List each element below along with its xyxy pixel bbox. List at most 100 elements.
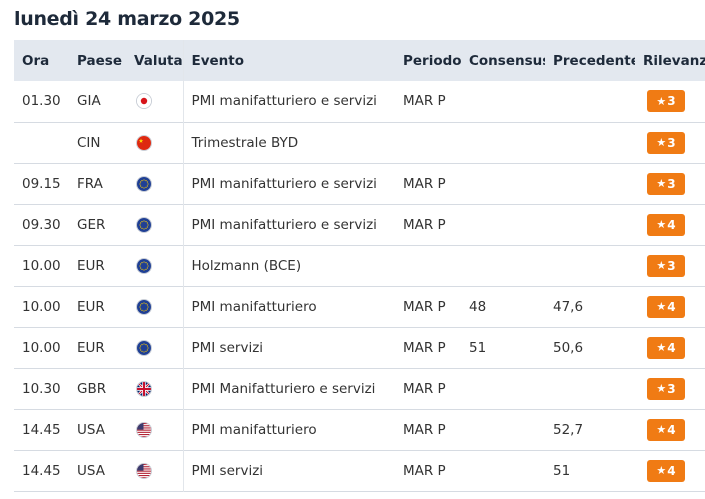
header-valuta[interactable]: Valuta <box>126 40 184 81</box>
relevance-badge[interactable]: ★ 4 <box>647 213 685 236</box>
cell-valuta <box>126 327 184 368</box>
relevance-badge[interactable]: ★ 3 <box>647 131 685 154</box>
cell-evento: PMI manifatturiero <box>191 298 317 315</box>
cell-valuta <box>126 122 184 163</box>
cell-valuta <box>126 163 184 204</box>
star-icon: ★ <box>656 423 667 436</box>
cell-paese: GBR <box>77 380 107 397</box>
cell-paese: CIN <box>77 134 101 151</box>
cell-rilevanza: ★ 4 <box>635 409 705 450</box>
cell-periodo: MAR P <box>403 216 446 233</box>
cell-precedente <box>545 245 635 286</box>
cell-paese: EUR <box>77 298 105 315</box>
table-row[interactable]: 01.30 GIA PMI manifatturiero e servizi MAR … <box>14 81 705 122</box>
relevance-value: 4 <box>667 463 676 478</box>
star-icon: ★ <box>656 259 667 272</box>
cell-precedente: 50,6 <box>553 339 584 356</box>
cell-rilevanza: ★ 4 <box>635 327 705 368</box>
cell-evento: Holzmann (BCE) <box>191 257 302 274</box>
relevance-badge[interactable]: ★ 4 <box>647 459 685 482</box>
cell-rilevanza: ★ 3 <box>635 163 705 204</box>
cell-rilevanza: ★ 3 <box>635 81 705 122</box>
cell-periodo: MAR P <box>403 380 446 397</box>
cell-periodo <box>395 122 461 163</box>
relevance-value: 3 <box>667 176 676 191</box>
header-precedente[interactable]: Precedente <box>553 52 635 69</box>
cell-rilevanza: ★ 3 <box>635 245 705 286</box>
cell-evento: PMI manifatturiero e servizi <box>191 175 377 192</box>
relevance-badge[interactable]: ★ 3 <box>647 377 685 400</box>
table-row[interactable]: CIN Trimestrale BYD ★ 3 <box>14 122 705 163</box>
eu-flag-icon <box>137 258 151 273</box>
cell-consensus <box>461 245 545 286</box>
relevance-value: 3 <box>667 94 676 109</box>
star-icon: ★ <box>656 300 667 313</box>
cell-precedente <box>545 122 635 163</box>
cell-consensus: 48 <box>469 298 487 315</box>
table-row[interactable]: 10.30 GBR PMI Manifatturiero e servizi MAR … <box>14 368 705 409</box>
cell-ora: 01.30 <box>22 93 61 110</box>
cell-paese: EUR <box>77 257 105 274</box>
japan-flag-icon <box>137 94 151 109</box>
cell-evento: PMI manifatturiero e servizi <box>191 93 377 110</box>
cell-consensus <box>461 450 545 491</box>
cell-paese: GER <box>77 216 106 233</box>
cell-paese: USA <box>77 462 105 479</box>
cell-precedente: 47,6 <box>553 298 584 315</box>
cell-ora: 10.00 <box>22 257 61 274</box>
table-row[interactable]: 14.45 USA PMI servizi MAR P 51 ★ 4 <box>14 450 705 491</box>
header-evento[interactable]: Evento <box>191 52 245 69</box>
relevance-value: 3 <box>667 381 676 396</box>
cell-periodo: MAR P <box>403 421 446 438</box>
cell-rilevanza: ★ 4 <box>635 286 705 327</box>
table-row[interactable]: 14.45 USA PMI manifatturiero MAR P 52,7 ★ 4 <box>14 409 705 450</box>
header-consensus[interactable]: Consensus <box>469 52 545 69</box>
header-rilevanza[interactable]: Rilevanza <box>643 52 705 69</box>
header-paese[interactable]: Paese <box>77 52 122 69</box>
cell-consensus <box>461 163 545 204</box>
cell-consensus <box>461 122 545 163</box>
cell-precedente: 51 <box>553 462 571 479</box>
cell-ora: 14.45 <box>22 421 61 438</box>
cell-consensus <box>461 81 545 122</box>
cell-valuta <box>126 368 184 409</box>
table-row[interactable]: 09.30 GER PMI manifatturiero e servizi MAR … <box>14 204 705 245</box>
cell-paese: GIA <box>77 93 101 110</box>
table-row[interactable]: 10.00 EUR Holzmann (BCE) ★ 3 <box>14 245 705 286</box>
relevance-badge[interactable]: ★ 3 <box>647 90 685 113</box>
cell-evento: PMI manifatturiero e servizi <box>191 216 377 233</box>
table-row[interactable]: 09.15 FRA PMI manifatturiero e servizi MAR … <box>14 163 705 204</box>
cell-paese: FRA <box>77 175 103 192</box>
cell-consensus <box>461 409 545 450</box>
relevance-badge[interactable]: ★ 3 <box>647 172 685 195</box>
cell-evento: PMI servizi <box>191 462 264 479</box>
cell-ora: 09.30 <box>22 216 61 233</box>
relevance-value: 4 <box>667 340 676 355</box>
relevance-badge[interactable]: ★ 3 <box>647 254 685 277</box>
cell-periodo: MAR P <box>403 298 446 315</box>
cell-ora: 10.00 <box>22 298 61 315</box>
cell-valuta <box>126 81 184 122</box>
date-title: lunedì 24 marzo 2025 <box>14 8 240 30</box>
china-flag-icon <box>137 135 151 150</box>
header-periodo[interactable]: Periodo <box>403 52 461 69</box>
cell-ora <box>14 122 69 163</box>
cell-precedente: 52,7 <box>553 421 584 438</box>
cell-consensus: 51 <box>469 339 487 356</box>
relevance-value: 4 <box>667 299 676 314</box>
cell-evento: PMI servizi <box>191 339 264 356</box>
cell-consensus <box>461 368 545 409</box>
relevance-badge[interactable]: ★ 4 <box>647 336 685 359</box>
eu-flag-icon <box>137 340 151 355</box>
relevance-badge[interactable]: ★ 4 <box>647 418 685 441</box>
header-ora[interactable]: Ora <box>22 52 50 69</box>
cell-ora: 10.30 <box>22 380 61 397</box>
star-icon: ★ <box>656 382 667 395</box>
cell-consensus <box>461 204 545 245</box>
relevance-badge[interactable]: ★ 4 <box>647 295 685 318</box>
cell-periodo <box>395 245 461 286</box>
table-row[interactable]: 10.00 EUR PMI manifatturiero MAR P 48 47,6 ★ 4 <box>14 286 705 327</box>
cell-periodo: MAR P <box>403 93 446 110</box>
table-row[interactable]: 10.00 EUR PMI servizi MAR P 51 50,6 ★ 4 <box>14 327 705 368</box>
cell-evento: PMI Manifatturiero e servizi <box>191 380 376 397</box>
